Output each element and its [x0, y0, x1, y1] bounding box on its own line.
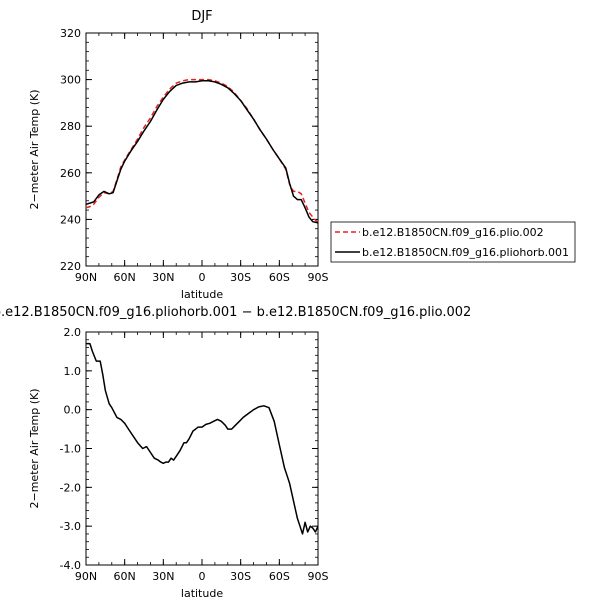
legend-box — [330, 221, 576, 263]
x-tick-label: 0 — [199, 271, 206, 284]
x-tick-label: 60S — [269, 271, 290, 284]
x-tick-label: 60N — [114, 570, 136, 583]
x-tick-label: 30S — [230, 271, 251, 284]
x-tick-label: 90S — [308, 271, 329, 284]
chart-title: DJF — [191, 9, 212, 24]
x-tick-label: 60N — [114, 271, 136, 284]
x-axis-label: latitude — [181, 288, 223, 301]
x-tick-label: 90N — [75, 570, 97, 583]
legend-label-0: b.e12.B1850CN.f09_g16.plio.002 — [362, 226, 544, 239]
legend-label-1: b.e12.B1850CN.f09_g16.pliohorb.001 — [362, 246, 569, 259]
x-tick-label: 0 — [199, 570, 206, 583]
series-line-0 — [86, 342, 319, 535]
y-tick-label: 280 — [60, 120, 81, 133]
legend: b.e12.B1850CN.f09_g16.plio.002 b.e12.B185… — [330, 221, 576, 263]
y-tick-label: 220 — [60, 260, 81, 273]
y-tick-label: 1.0 — [64, 365, 82, 378]
x-axis-label: latitude — [181, 587, 223, 600]
y-axis-label: 2−meter Air Temp (K) — [28, 89, 41, 209]
x-tick-label: 30S — [230, 570, 251, 583]
y-axis-label: 2−meter Air Temp (K) — [28, 388, 41, 508]
y-tick-label: -3.0 — [60, 520, 81, 533]
panel-top: DJF 90N 60N 30N 0 30S 60S 90S 220 240 260 280 300 320… — [28, 9, 329, 301]
x-tick-label: 60S — [269, 570, 290, 583]
x-tick-label: 30N — [152, 570, 174, 583]
y-tick-label: 240 — [60, 213, 81, 226]
y-tick-label: -1.0 — [60, 443, 81, 456]
chart-title: b.e12.B1850CN.f09_g16.pliohorb.001 − b.e… — [0, 305, 471, 320]
y-tick-label: -2.0 — [60, 481, 81, 494]
y-tick-label: 0.0 — [64, 404, 82, 417]
series-line-0 — [85, 78, 319, 224]
y-tick-label: -4.0 — [60, 559, 81, 572]
x-tick-label: 90S — [308, 570, 329, 583]
x-tick-label: 30N — [152, 271, 174, 284]
y-tick-label: 2.0 — [64, 326, 82, 339]
series-line-1 — [85, 80, 319, 224]
y-tick-label: 260 — [60, 167, 81, 180]
plot-frame — [85, 32, 319, 267]
y-tick-label: 320 — [60, 27, 81, 40]
plot-frame — [85, 331, 319, 566]
x-tick-label: 90N — [75, 271, 97, 284]
panel-bottom: b.e12.B1850CN.f09_g16.pliohorb.001 − b.e… — [0, 305, 471, 600]
y-tick-label: 300 — [60, 74, 81, 87]
